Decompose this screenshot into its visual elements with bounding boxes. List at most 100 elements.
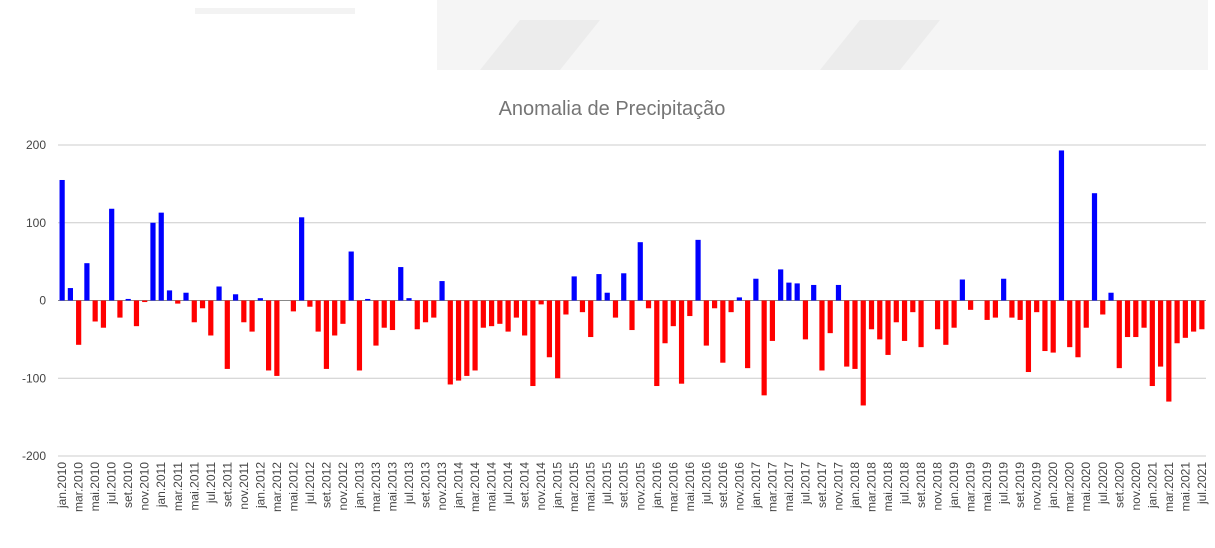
x-tick-label: jul.2018 [898,462,912,505]
bar [290,300,296,312]
bar [241,300,247,323]
bar [125,298,131,301]
banner-shape [820,20,940,70]
bar [769,300,776,341]
x-tick-label: jul.2010 [105,462,119,505]
bar [1025,300,1032,373]
bar [1166,300,1172,402]
bar [1091,193,1098,301]
y-tick-label: -200 [22,449,46,463]
bar [695,239,701,301]
bar [216,286,222,301]
x-tick-label: mar.2015 [567,462,581,512]
bar [340,300,346,324]
x-tick-label: mai.2015 [584,462,598,512]
x-tick-label: jan.2020 [1046,462,1060,509]
x-tick-label: mai.2012 [286,462,300,512]
bar [654,300,660,387]
x-tick-label: set.2019 [1013,462,1027,508]
bar [943,300,949,345]
bar [612,300,619,318]
x-tick-label: jan.2021 [1145,462,1159,509]
x-tick-label: mar.2013 [369,462,383,512]
bar [497,300,503,324]
bar [1075,300,1081,358]
bar [323,300,330,369]
bar [109,208,115,301]
bar [1017,300,1023,320]
bar [1050,300,1056,353]
bar [447,300,453,385]
x-tick-label: jan.2012 [253,462,267,509]
bar [571,276,577,301]
bar [579,300,586,313]
x-tick-label: mar.2016 [666,462,680,512]
x-tick-label: mai.2018 [881,462,895,512]
y-tick-label: 100 [26,216,46,230]
x-tick-label: nov.2010 [138,462,152,511]
bar [166,290,173,301]
bar [356,300,363,371]
x-tick-label: nov.2020 [1129,462,1143,511]
x-tick-label: jul.2013 [402,462,416,505]
bar [951,300,957,328]
bar [959,279,965,301]
x-tick-label: jan.2011 [154,462,168,508]
bar [720,300,726,363]
bar [414,300,420,330]
bar [637,242,643,301]
bar [431,300,437,318]
bar [67,288,73,301]
x-tick-label: jul.2021 [1195,462,1209,505]
x-tick-label: jan.2018 [848,462,862,509]
bar [662,300,668,344]
bar [604,292,610,301]
bar [711,300,718,309]
banner-shape [480,20,600,70]
x-tick-label: jul.2014 [501,462,515,505]
x-tick-label: jan.2019 [947,462,961,509]
bar [208,300,214,336]
bar [480,300,486,328]
bar [645,300,652,309]
bar [513,300,519,318]
bar [307,300,313,307]
bar [629,300,635,331]
bar [158,212,164,301]
x-tick-label: jan.2010 [55,462,69,509]
bar [678,300,685,384]
x-tick-label: set.2013 [419,462,433,508]
bar [1149,300,1155,387]
bar [1116,300,1122,369]
x-tick-label: mar.2010 [72,462,86,512]
x-tick-label: mai.2013 [385,462,399,512]
bar [786,282,792,301]
bar [546,300,553,358]
bar [745,300,751,369]
x-tick-label: nov.2018 [931,462,945,511]
bar [530,300,536,387]
bar [1100,300,1106,315]
bar [299,217,305,301]
bar [365,298,371,301]
bar [1058,150,1065,301]
bar [852,300,858,369]
x-tick-label: mar.2012 [270,462,284,512]
banner-strip [195,8,355,14]
bar [398,267,404,301]
bar [348,251,354,301]
x-tick-label: mai.2019 [980,462,994,512]
x-tick-label: jan.2016 [650,462,664,509]
bar [522,300,528,336]
bar [563,300,569,315]
x-tick-label: jul.2011 [204,462,218,504]
x-tick-label: mai.2014 [485,462,499,512]
x-tick-label: nov.2016 [732,462,746,511]
x-tick-label: mai.2017 [782,462,796,512]
x-tick-label: jul.2017 [798,462,812,505]
x-tick-label: nov.2012 [336,462,350,511]
x-tick-label: nov.2015 [633,462,647,511]
bar [183,292,189,301]
